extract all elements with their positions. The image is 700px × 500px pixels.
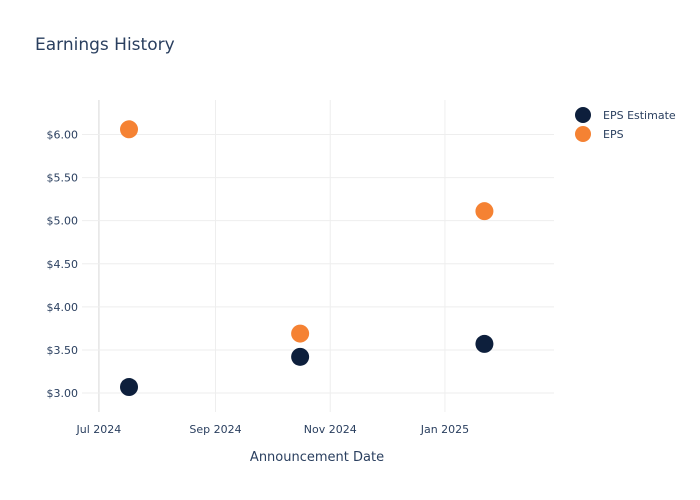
legend-marker: [575, 107, 591, 123]
legend-marker: [575, 126, 591, 142]
x-tick-label: Sep 2024: [189, 423, 241, 436]
x-tick-label: Nov 2024: [304, 423, 357, 436]
data-points: [120, 120, 494, 397]
eps-point: [475, 202, 494, 221]
eps-estimate-point: [291, 347, 310, 366]
legend-label: EPS: [603, 128, 624, 141]
x-tick-label: Jan 2025: [420, 423, 469, 436]
legend-label: EPS Estimate: [603, 109, 676, 122]
legend-item-eps[interactable]: EPS: [575, 126, 624, 142]
x-axis-ticks: Jul 2024 Sep 2024 Nov 2024 Jan 2025: [76, 423, 470, 436]
x-tick-label: Jul 2024: [76, 423, 122, 436]
grid: [82, 100, 554, 412]
y-axis-ticks: $3.00 $3.50 $4.00 $4.50 $5.00 $5.50 $6.00: [47, 128, 79, 400]
y-tick-label: $4.50: [47, 258, 79, 271]
eps-estimate-point: [475, 334, 494, 353]
y-tick-label: $3.00: [47, 387, 79, 400]
legend-item-eps-estimate[interactable]: EPS Estimate: [575, 107, 676, 123]
y-tick-label: $5.50: [47, 172, 79, 185]
y-tick-label: $3.50: [47, 344, 79, 357]
y-tick-label: $6.00: [47, 128, 79, 141]
chart-title: Earnings History: [35, 35, 175, 55]
eps-point: [291, 324, 310, 343]
legend[interactable]: EPS Estimate EPS: [575, 107, 676, 142]
eps-point: [120, 120, 139, 139]
eps-estimate-point: [120, 378, 139, 397]
y-tick-label: $4.00: [47, 301, 79, 314]
y-tick-label: $5.00: [47, 215, 79, 228]
x-axis-title: Announcement Date: [250, 450, 384, 465]
